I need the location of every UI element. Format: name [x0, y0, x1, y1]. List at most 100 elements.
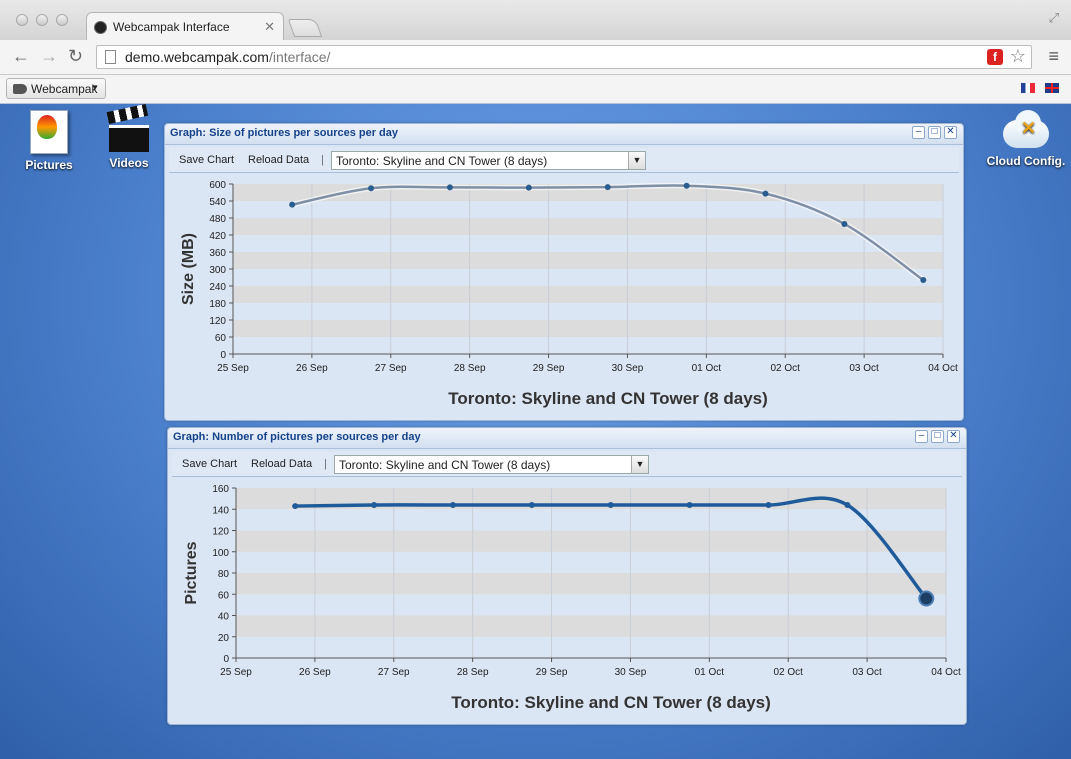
close-icon[interactable]: ✕ — [947, 430, 960, 443]
maximize-icon[interactable]: □ — [928, 126, 941, 139]
maximize-icon[interactable]: □ — [931, 430, 944, 443]
x-tick-label: 03 Oct — [852, 667, 882, 678]
x-tick-label: 01 Oct — [692, 363, 722, 374]
address-bar[interactable]: demo.webcampak.com/interface/ f ☆ — [96, 45, 1032, 69]
y-tick-label: 100 — [212, 548, 229, 559]
data-point — [292, 503, 299, 510]
fullscreen-icon[interactable]: ⤢ — [1048, 10, 1059, 25]
tab-close-icon[interactable]: ✕ — [264, 19, 275, 34]
y-tick-label: 40 — [218, 612, 230, 623]
y-tick-label: 180 — [209, 299, 226, 310]
data-point — [683, 182, 690, 189]
page-icon — [105, 50, 116, 64]
data-point — [920, 277, 927, 284]
browser-toolbar: ← → ↻ demo.webcampak.com/interface/ f ☆ … — [0, 40, 1071, 75]
window-titlebar[interactable]: Graph: Size of pictures per sources per … — [165, 124, 963, 145]
back-arrow-icon[interactable]: ← — [12, 46, 30, 66]
forward-arrow-icon[interactable]: → — [40, 46, 58, 66]
count-chart: 0 20 40 60 80 100 120 140 160 25 Sep 26 Sep 27 Sep 2… — [172, 477, 962, 720]
toolbar-separator: | — [324, 458, 327, 470]
close-window-icon[interactable] — [16, 14, 28, 26]
french-flag-icon[interactable] — [1021, 83, 1035, 93]
count-graph-window: Graph: Number of pictures per sources pe… — [167, 427, 967, 725]
x-tick-label: 28 Sep — [454, 363, 486, 374]
reload-icon[interactable]: ↻ — [68, 46, 84, 66]
grid-band — [233, 218, 943, 235]
minimize-window-icon[interactable] — [36, 14, 48, 26]
webcampak-menu-button[interactable]: Webcampak ▼ — [6, 78, 106, 99]
hamburger-menu-icon[interactable]: ≡ — [1048, 46, 1059, 66]
bookmark-star-icon[interactable]: ☆ — [1009, 46, 1026, 66]
x-tick-label: 04 Oct — [928, 363, 958, 374]
grid-band — [236, 573, 946, 595]
new-tab-button[interactable] — [287, 19, 323, 37]
y-tick-label: 240 — [209, 282, 226, 293]
data-point — [686, 502, 693, 508]
uk-flag-icon[interactable] — [1045, 83, 1059, 93]
chevron-down-icon[interactable]: ▼ — [628, 152, 645, 169]
toolbar-separator: | — [321, 154, 324, 166]
cloud-config-desktop-icon[interactable]: ✕ Cloud Config. — [984, 110, 1068, 168]
chevron-down-icon[interactable]: ▼ — [631, 456, 648, 473]
minimize-icon[interactable]: – — [912, 126, 925, 139]
chart-title: Toronto: Skyline and CN Tower (8 days) — [451, 693, 771, 712]
data-point — [604, 184, 611, 191]
y-tick-label: 160 — [212, 484, 229, 495]
reload-data-button[interactable]: Reload Data — [248, 154, 310, 166]
y-tick-label: 540 — [209, 197, 226, 208]
graph-toolbar: Save Chart Reload Data | Toronto: Skylin… — [169, 148, 959, 173]
y-tick-label: 480 — [209, 214, 226, 225]
y-tick-label: 80 — [218, 569, 230, 580]
grid-band — [236, 615, 946, 637]
minimize-icon[interactable]: – — [915, 430, 928, 443]
size-graph-window: Graph: Size of pictures per sources per … — [164, 123, 964, 421]
y-tick-label: 20 — [218, 633, 230, 644]
x-tick-label: 02 Oct — [770, 363, 800, 374]
x-tick-label: 30 Sep — [615, 667, 647, 678]
app-menubar: Webcampak ▼ — [0, 75, 1071, 104]
grid-band — [236, 530, 946, 552]
videos-desktop-icon[interactable]: Videos — [100, 103, 158, 170]
x-tick-label: 26 Sep — [296, 363, 328, 374]
browser-tab[interactable]: Webcampak Interface ✕ — [86, 12, 284, 41]
y-axis-label: Size (MB) — [180, 233, 197, 305]
y-tick-label: 120 — [212, 527, 229, 538]
reload-data-button[interactable]: Reload Data — [251, 458, 313, 470]
size-chart: 0 60 120 180 240 300 360 420 480 540 600 25 Sep 26 S… — [169, 173, 959, 416]
x-tick-label: 02 Oct — [773, 667, 803, 678]
data-point — [765, 502, 772, 508]
flash-plugin-icon[interactable]: f — [987, 49, 1003, 65]
x-tick-label: 27 Sep — [378, 667, 410, 678]
count-chart-svg: 0 20 40 60 80 100 120 140 160 25 Sep 26 Sep 27 Sep 2… — [183, 484, 961, 712]
source-select[interactable]: Toronto: Skyline and CN Tower (8 days) ▼ — [331, 151, 646, 170]
data-point — [841, 220, 848, 227]
x-tick-label: 25 Sep — [217, 363, 249, 374]
cloud-config-icon: ✕ — [1003, 110, 1049, 150]
x-tick-label: 26 Sep — [299, 667, 331, 678]
data-point — [528, 502, 535, 508]
y-tick-label: 140 — [212, 505, 229, 516]
dropdown-arrow-icon: ▼ — [91, 83, 99, 92]
window-title: Graph: Size of pictures per sources per … — [170, 127, 399, 139]
grid-band — [233, 320, 943, 337]
data-point — [449, 502, 456, 508]
y-tick-label: 420 — [209, 231, 226, 242]
data-point — [371, 502, 378, 508]
data-point — [762, 190, 769, 197]
window-title: Graph: Number of pictures per sources pe… — [173, 431, 421, 443]
url-text[interactable]: demo.webcampak.com/interface/ — [125, 49, 331, 65]
save-chart-button[interactable]: Save Chart — [179, 154, 235, 166]
size-chart-svg: 0 60 120 180 240 300 360 420 480 540 600 25 Sep 26 S… — [180, 180, 958, 408]
window-titlebar[interactable]: Graph: Number of pictures per sources pe… — [168, 428, 966, 449]
data-point — [368, 185, 375, 192]
zoom-window-icon[interactable] — [56, 14, 68, 26]
source-select[interactable]: Toronto: Skyline and CN Tower (8 days) ▼ — [334, 455, 649, 474]
y-tick-label: 0 — [223, 654, 229, 665]
x-tick-label: 29 Sep — [533, 363, 565, 374]
data-point — [844, 502, 851, 508]
close-icon[interactable]: ✕ — [944, 126, 957, 139]
pictures-desktop-icon[interactable]: Pictures — [20, 110, 78, 172]
save-chart-button[interactable]: Save Chart — [182, 458, 238, 470]
webcam-favicon-icon — [94, 21, 107, 34]
y-tick-label: 60 — [215, 333, 227, 344]
